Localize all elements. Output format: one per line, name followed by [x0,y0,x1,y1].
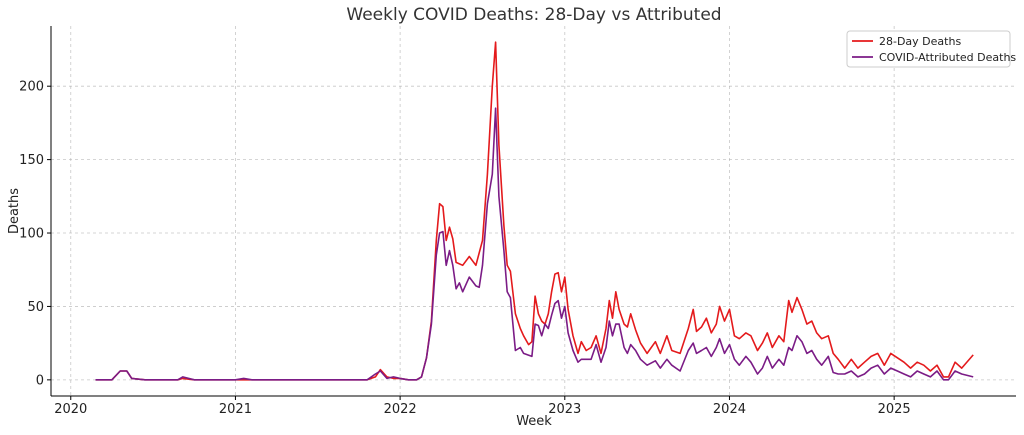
chart-title: Weekly COVID Deaths: 28-Day vs Attribute… [346,5,721,25]
x-tick-label: 2025 [878,402,911,417]
legend: 28-Day Deaths COVID-Attributed Deaths [846,30,1016,68]
legend-box [846,30,1011,68]
axes: 2020 2021 2022 2023 2024 2025 0 50 100 150 200 [19,26,1016,417]
x-tick-label: 2022 [384,402,417,417]
y-tick-label: 50 [27,300,44,315]
y-axis-label: Deaths [7,188,22,234]
x-tick-label: 2021 [219,402,252,417]
y-tick-label: 0 [36,373,44,388]
series-layer [95,41,974,381]
y-tick-label: 100 [19,227,44,242]
x-tick-label: 2023 [548,402,581,417]
y-tick-label: 150 [19,153,44,168]
y-tick-label: 200 [19,80,44,95]
series-line-2 [95,107,974,381]
grid [51,26,1016,396]
x-tick-label: 2020 [54,402,87,417]
legend-label-2: COVID-Attributed Deaths [879,51,1016,64]
x-tick-label: 2024 [713,402,746,417]
legend-label-1: 28-Day Deaths [879,35,961,48]
x-axis-label: Week [516,414,552,429]
